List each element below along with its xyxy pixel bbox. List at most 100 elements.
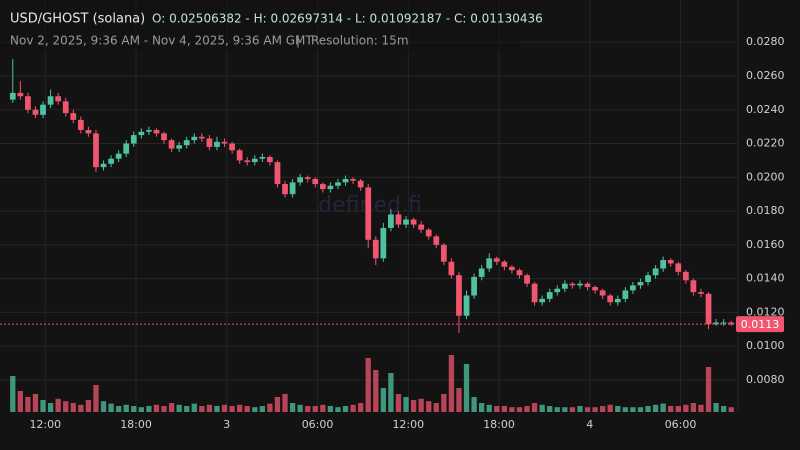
volume-bar [320,404,326,412]
candle-body [728,322,735,325]
volume-bar [55,398,61,412]
candle-body [168,140,175,149]
volume-bar [509,407,515,412]
volume-bar [539,404,545,412]
volume-bar [728,407,734,412]
volume-bar [433,403,439,412]
candle-body [418,224,425,230]
volume-bar [584,407,591,412]
candle-body [524,275,530,284]
volume-bar [10,376,16,412]
volume-bar [108,403,114,412]
volume-bar [426,401,432,412]
volume-bar [123,404,129,412]
y-tick-label: 0.0080 [746,373,785,386]
x-tick-label: 06:00 [665,418,697,431]
y-tick-label: 0.0180 [746,204,785,217]
candle-body [251,158,258,163]
resolution: Resolution: 15m [311,34,409,48]
volume-bar [479,403,485,412]
volume-bar [358,403,364,412]
candle-body [335,182,341,186]
candle-body [614,298,621,303]
candle-body [206,138,213,147]
candle-body [161,133,167,141]
x-tick-label: 18:00 [483,418,515,431]
volume-bar [214,406,220,412]
y-tick-label: 0.0100 [746,339,785,352]
candle-body [448,261,455,276]
volume-bar [713,403,719,412]
candle-body [221,141,228,144]
candle-body [297,177,304,183]
volume-bar [501,406,507,412]
y-tick-label: 0.0260 [746,69,785,82]
y-tick-label: 0.0160 [746,238,785,251]
candle-body [516,270,523,276]
volume-bar [660,403,666,412]
x-tick-label: 12:00 [392,418,424,431]
candle-body [720,322,727,324]
candle-body [690,280,697,293]
candle-body [32,109,39,115]
candle-body [70,113,77,120]
y-tick-label: 0.0120 [746,305,785,318]
volume-bar [410,400,417,412]
candle-body [350,178,356,181]
candle-body [395,214,402,225]
x-tick-label: 3 [223,418,230,431]
candle-body [425,229,432,237]
volume-bar [289,403,296,412]
volume-bar [267,403,273,412]
volume-bar [342,406,349,412]
volume-bar [547,406,553,412]
volume-bar [622,407,628,412]
volume-bar [206,404,213,412]
volume-bar [380,388,386,412]
candle-body [342,178,349,183]
candle-body [191,136,198,141]
separator: | [296,34,300,48]
volume-bar [259,406,265,412]
volume-bar [562,407,568,412]
volume-bar [199,406,205,412]
volume-bar [531,403,538,412]
volume-bar [47,403,54,412]
volume-bar [32,394,39,412]
candle-body [274,162,281,185]
volume-bar [456,388,462,412]
candle-body [244,160,251,163]
volume-bar [569,407,576,412]
candle-body [667,260,674,264]
volume-bar [607,404,613,412]
volume-bar [297,404,303,412]
volume-bar [486,404,492,412]
candle-body [630,285,636,291]
volume-bar [221,404,228,412]
candle-body [123,143,130,154]
x-tick-label: 06:00 [302,418,334,431]
candle-body [312,178,319,185]
candle-body [267,157,273,163]
volume-bar [335,407,341,412]
y-tick-label: 0.0220 [746,137,785,150]
volume-bar [668,406,674,412]
ohlc-summary: O: 0.02506382 - H: 0.02697314 - L: 0.010… [152,12,543,26]
candle-body [478,268,485,277]
volume-bar [630,407,636,412]
volume-bar [698,404,704,412]
volume-bar [592,407,598,412]
volume-bar [161,406,167,412]
volume-bar [168,403,175,412]
candle-body [40,104,46,115]
candle-body [554,288,561,293]
volume-bar [577,406,583,412]
candle-body [138,131,145,136]
volume-bar [403,397,409,412]
volume-bar [305,406,311,412]
volume-bar [395,394,402,412]
candle-body [9,92,16,100]
